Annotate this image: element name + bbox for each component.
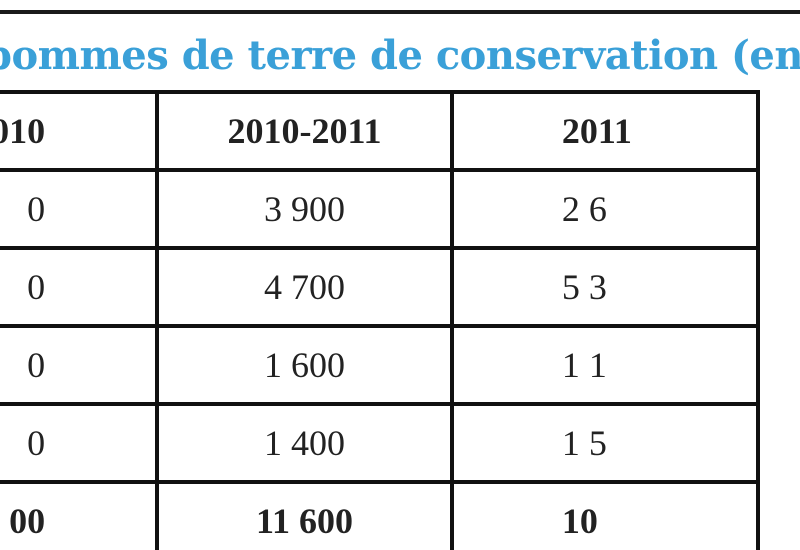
- header-row: 010 2010-2011 2011: [0, 90, 761, 172]
- header-cell: 2011: [449, 90, 761, 172]
- table-cell: 0: [0, 324, 160, 406]
- data-table: 010 2010-2011 2011 0 3 900 2 6 0 4 700 5…: [0, 90, 761, 550]
- table-cell: 2 6: [449, 168, 761, 250]
- table-cell: 0: [0, 246, 160, 328]
- table-row: 0 1 400 1 5: [0, 402, 761, 484]
- table-cell: 0: [0, 402, 160, 484]
- table-title-bar: pommes de terre de conservation (en: [0, 10, 800, 90]
- table-cell: 3 900: [155, 168, 454, 250]
- table-cell: 1 1: [449, 324, 761, 406]
- total-cell: 00: [0, 480, 160, 550]
- table-cell: 0: [0, 168, 160, 250]
- table-row: 0 4 700 5 3: [0, 246, 761, 328]
- total-row: 00 11 600 10: [0, 480, 761, 550]
- table-row: 0 1 600 1 1: [0, 324, 761, 406]
- table-row: 0 3 900 2 6: [0, 168, 761, 250]
- header-cell: 010: [0, 90, 160, 172]
- table-cell: 1 400: [155, 402, 454, 484]
- table-cell: 4 700: [155, 246, 454, 328]
- header-cell: 2010-2011: [155, 90, 454, 172]
- table-title: pommes de terre de conservation (en: [0, 32, 800, 79]
- total-cell: 11 600: [155, 480, 454, 550]
- table-cell: 5 3: [449, 246, 761, 328]
- table-cell: 1 600: [155, 324, 454, 406]
- table-cell: 1 5: [449, 402, 761, 484]
- total-cell: 10: [449, 480, 761, 550]
